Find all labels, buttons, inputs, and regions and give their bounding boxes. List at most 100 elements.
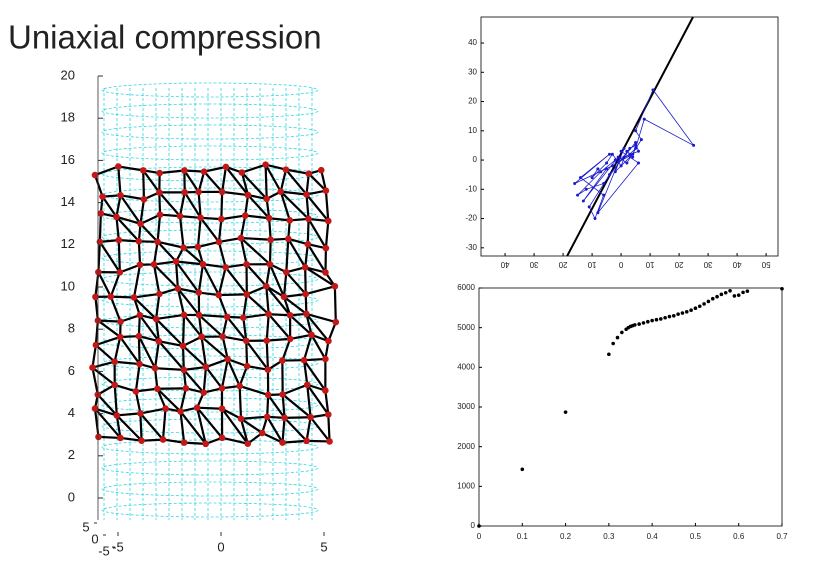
mesh-node [259,430,266,437]
y-tick-label: 4000 [457,362,475,371]
mesh-node [302,291,309,298]
mesh-node [177,213,184,220]
mesh-node [285,236,292,243]
point [694,306,698,310]
mesh-edge [219,242,226,267]
mesh-edge [92,345,95,368]
point [614,170,617,173]
point [607,352,611,356]
mesh-node [216,239,223,246]
mesh-node [222,264,229,271]
mesh-node [244,363,251,370]
point [625,161,628,164]
mesh-node [181,189,188,196]
mesh-edge [311,417,330,441]
point [702,302,706,306]
mesh-node [279,357,286,364]
mesh-edge [163,409,166,440]
mesh-node [265,366,272,373]
mesh-edge [180,388,185,411]
point [737,293,741,297]
mesh-node [154,238,161,245]
mesh-node [325,218,332,225]
mesh-edge [241,216,245,238]
mesh-node [245,192,252,199]
x-tick-label: 0.4 [647,532,659,541]
mesh-node [219,333,226,340]
mesh-node [111,358,118,365]
point [650,319,654,323]
x-tick-label: 0.5 [690,532,702,541]
y-tick-label: 1000 [457,481,475,490]
y-tick-label: 40 [468,38,477,47]
mesh-edge [140,413,163,439]
point [564,410,568,414]
mesh-node [332,283,339,290]
x-tick-label: 20 [674,260,683,269]
mesh-node [279,391,286,398]
point [625,150,628,153]
mesh-edge [184,367,206,370]
mesh-node [219,189,226,196]
point [596,167,599,170]
point [620,331,624,335]
mesh-node [305,216,312,223]
mesh-node [283,166,290,173]
mesh-edge [199,264,203,292]
mesh-node [318,167,325,174]
mesh-node [133,388,140,395]
point [611,164,614,167]
point [573,182,576,185]
mesh-node [322,269,329,276]
mesh-edge [140,413,141,440]
mesh-edge [143,170,144,199]
mesh-node [325,338,332,345]
y-tick-label: 0 [471,521,476,530]
mesh-edge [183,346,184,370]
mesh-node [137,261,144,268]
mesh-node [95,434,102,441]
mesh-node [183,385,190,392]
mesh-node [175,285,182,292]
mesh-edge [140,199,143,224]
point [579,176,582,179]
mesh-node [116,237,123,244]
x-tick-label: 0.3 [603,532,615,541]
mesh-edge [281,170,286,192]
point [681,311,685,315]
mesh-node [196,289,203,296]
point [724,291,728,295]
mesh-edge [219,238,241,242]
x-tick-label: 40 [732,260,741,269]
mesh-node [303,191,310,198]
y-tick-label: 30 [468,67,477,76]
mesh-edge [286,239,288,272]
mesh-node [137,410,144,417]
mesh-edge [111,297,134,298]
mesh-node [156,170,163,177]
mesh-node [92,405,99,412]
mesh-edge [115,385,117,416]
point [631,153,634,156]
mesh-edge [160,171,185,174]
x-tick-label: 30 [529,260,538,269]
mesh-edge [305,267,306,294]
mesh-node [194,404,201,411]
z-tick-label: 10 [61,278,75,293]
mesh-node [181,312,188,319]
mesh-edge [98,242,99,272]
point [646,320,650,324]
mesh-node [198,333,205,340]
point [692,144,695,147]
mesh-node [154,385,161,392]
mesh-edge [335,286,336,322]
mesh-edge [100,242,120,272]
mesh-edge [267,341,268,370]
point [672,314,676,318]
mesh-node [308,332,315,339]
mesh-node [136,238,143,245]
mesh-node [117,269,124,276]
mesh-node [305,170,312,177]
z-tick-label: 14 [61,194,75,209]
